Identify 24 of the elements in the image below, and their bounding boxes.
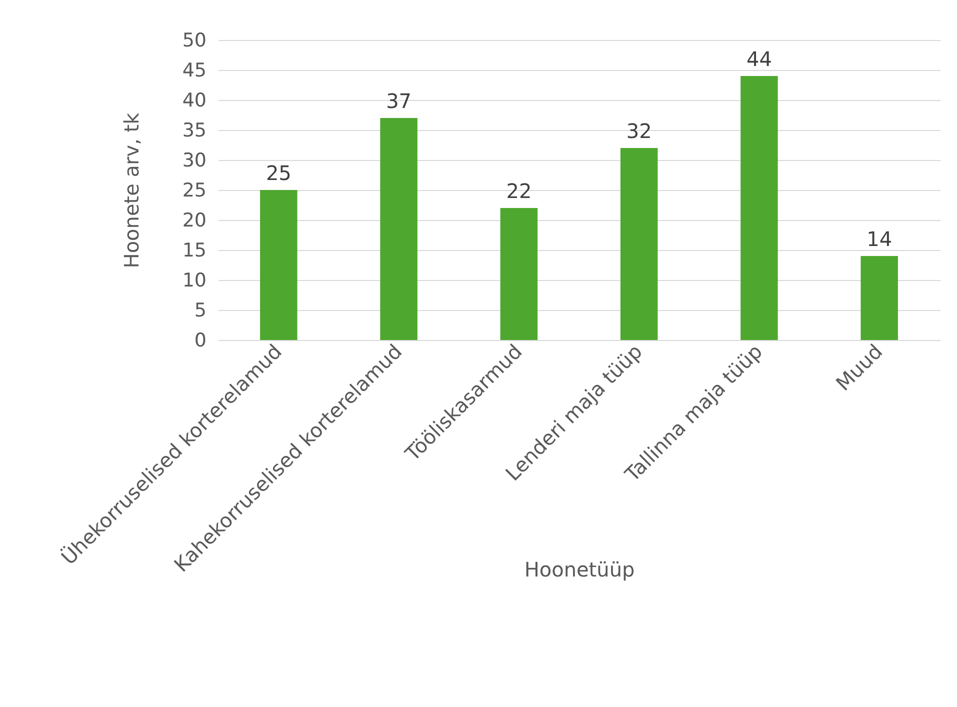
data-label: 32: [626, 119, 652, 143]
bar: [260, 190, 298, 340]
y-tick-label: 45: [182, 60, 206, 82]
y-tick-label: 10: [182, 270, 206, 292]
y-tick-label: 40: [182, 90, 206, 112]
bar: [620, 148, 658, 340]
data-label: 22: [506, 179, 532, 203]
y-tick-label: 15: [182, 240, 206, 262]
bar: [380, 118, 418, 340]
y-axis-title: Hoonete arv, tk: [119, 112, 144, 268]
bar: [860, 256, 898, 340]
data-label: 44: [746, 47, 772, 71]
y-tick-label: 50: [182, 30, 206, 52]
data-label: 14: [866, 227, 892, 251]
x-axis-title: Hoonetüüp: [524, 558, 635, 582]
data-label: 37: [386, 89, 412, 113]
bar: [500, 208, 538, 340]
y-tick-label: 30: [182, 150, 206, 172]
bar: [740, 76, 778, 340]
data-label: 25: [266, 161, 292, 185]
y-tick-label: 25: [182, 180, 206, 202]
y-tick-label: 5: [194, 300, 206, 322]
y-tick-label: 20: [182, 210, 206, 232]
y-tick-label: 35: [182, 120, 206, 142]
